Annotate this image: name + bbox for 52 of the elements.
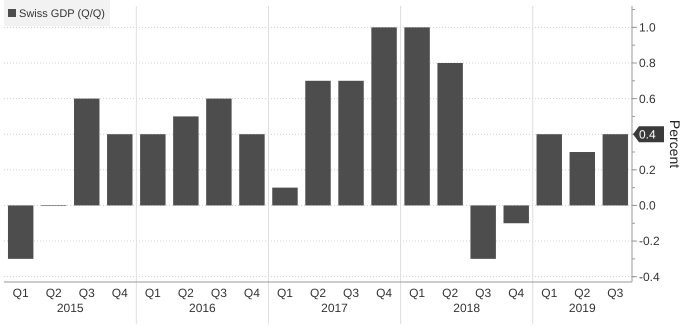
x-tick-label: Q3 bbox=[210, 286, 228, 300]
x-tick-label: Q1 bbox=[409, 286, 426, 300]
bar bbox=[602, 134, 628, 206]
y-axis-title: Percent bbox=[667, 120, 680, 168]
text: 2017 bbox=[321, 301, 348, 315]
bar bbox=[173, 116, 199, 206]
y-tick-label: 0.8 bbox=[639, 56, 656, 70]
bar bbox=[503, 205, 529, 224]
text: 2019 bbox=[568, 301, 596, 315]
bar bbox=[206, 98, 232, 206]
x-tick-label: Q3 bbox=[78, 286, 96, 300]
bar bbox=[140, 134, 166, 206]
bar bbox=[338, 80, 364, 206]
x-tick-label: Q4 bbox=[244, 286, 260, 300]
bar bbox=[437, 62, 463, 206]
x-tick-label: Q4 bbox=[112, 286, 128, 300]
bar bbox=[8, 205, 34, 259]
x-tick-label: Q1 bbox=[144, 286, 162, 300]
y-tick-label: 0.6 bbox=[639, 92, 656, 106]
y-tick-label: 0.4 bbox=[639, 127, 656, 142]
y-tick-label: 1.0 bbox=[639, 20, 656, 35]
bar bbox=[74, 98, 100, 206]
y-tick-label: 0.2 bbox=[639, 163, 656, 178]
x-tick-label: Q3 bbox=[607, 286, 624, 300]
legend-label: Swiss GDP (Q/Q) bbox=[19, 8, 105, 20]
bar bbox=[305, 80, 331, 206]
bar bbox=[107, 134, 133, 206]
x-tick-label: Q2 bbox=[442, 286, 458, 300]
x-tick-label: Q2 bbox=[310, 286, 326, 300]
x-tick-label: Q1 bbox=[541, 286, 558, 300]
x-tick-label: Q1 bbox=[276, 286, 294, 300]
x-tick-label: Q2 bbox=[46, 286, 62, 300]
text: 2016 bbox=[189, 301, 216, 315]
bar bbox=[470, 205, 496, 259]
text: 2015 bbox=[56, 301, 84, 315]
y-tick-label: -0.2 bbox=[639, 234, 660, 248]
x-tick-label: Q1 bbox=[12, 286, 30, 300]
x-tick-label: Q2 bbox=[178, 286, 194, 300]
x-tick-label: Q2 bbox=[574, 286, 591, 300]
bar bbox=[404, 27, 430, 206]
x-tick-label: Q4 bbox=[376, 286, 392, 300]
bar bbox=[536, 134, 562, 206]
bar bbox=[239, 134, 265, 206]
bar bbox=[272, 188, 298, 206]
x-tick-label: Q3 bbox=[475, 286, 492, 300]
y-tick-label: 0.0 bbox=[639, 198, 656, 213]
bar bbox=[371, 27, 397, 206]
y-tick-label: -0.4 bbox=[639, 270, 660, 284]
x-tick-label: Q3 bbox=[343, 286, 360, 300]
x-tick-label: Q4 bbox=[508, 286, 525, 300]
bar bbox=[570, 152, 595, 206]
text: 2018 bbox=[453, 301, 480, 315]
